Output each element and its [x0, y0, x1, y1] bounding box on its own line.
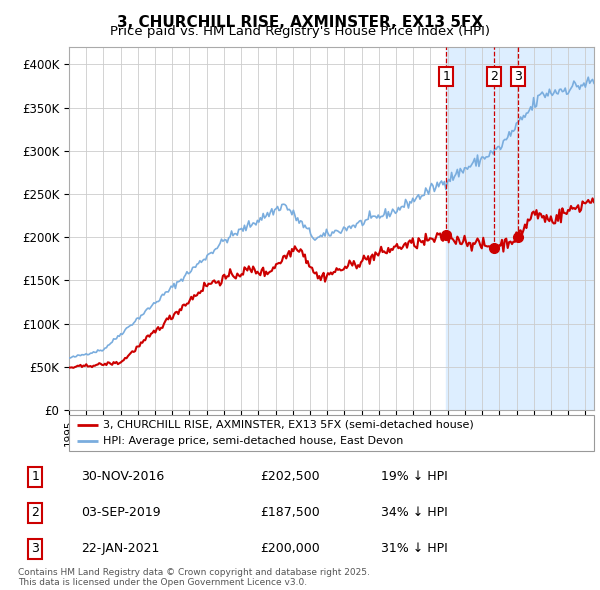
Text: 3: 3 [514, 70, 521, 83]
Text: 03-SEP-2019: 03-SEP-2019 [82, 506, 161, 519]
Text: 34% ↓ HPI: 34% ↓ HPI [381, 506, 448, 519]
Text: 31% ↓ HPI: 31% ↓ HPI [381, 542, 448, 555]
Text: £200,000: £200,000 [260, 542, 320, 555]
Text: £187,500: £187,500 [260, 506, 320, 519]
Text: Price paid vs. HM Land Registry's House Price Index (HPI): Price paid vs. HM Land Registry's House … [110, 25, 490, 38]
Text: 2: 2 [490, 70, 497, 83]
Text: Contains HM Land Registry data © Crown copyright and database right 2025.
This d: Contains HM Land Registry data © Crown c… [18, 568, 370, 587]
Text: 19% ↓ HPI: 19% ↓ HPI [381, 470, 448, 483]
FancyBboxPatch shape [69, 415, 594, 451]
Text: 1: 1 [442, 70, 450, 83]
Text: HPI: Average price, semi-detached house, East Devon: HPI: Average price, semi-detached house,… [103, 437, 404, 447]
Text: £202,500: £202,500 [260, 470, 320, 483]
Text: 3: 3 [31, 542, 39, 555]
Bar [446, 47, 600, 410]
Text: 1: 1 [31, 470, 39, 483]
Text: 3, CHURCHILL RISE, AXMINSTER, EX13 5FX (semi-detached house): 3, CHURCHILL RISE, AXMINSTER, EX13 5FX (… [103, 419, 474, 430]
Text: 30-NOV-2016: 30-NOV-2016 [82, 470, 164, 483]
Text: 2: 2 [31, 506, 39, 519]
Text: 22-JAN-2021: 22-JAN-2021 [82, 542, 160, 555]
Text: 3, CHURCHILL RISE, AXMINSTER, EX13 5FX: 3, CHURCHILL RISE, AXMINSTER, EX13 5FX [117, 15, 483, 30]
